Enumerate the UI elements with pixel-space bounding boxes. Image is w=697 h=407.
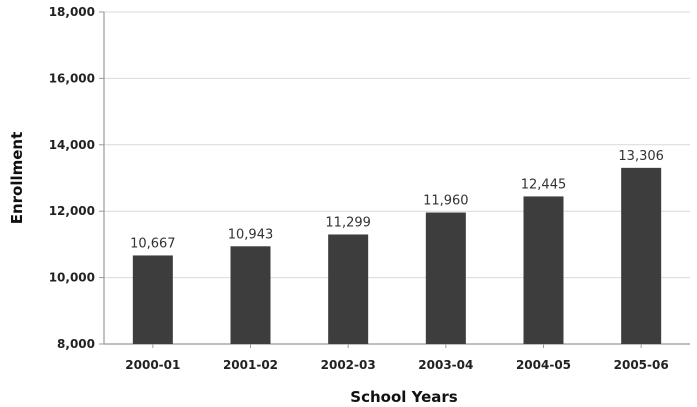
bar-2002-03 — [328, 234, 369, 344]
y-tick-label: 16,000 — [49, 71, 95, 85]
data-label-2004-05: 12,445 — [521, 177, 567, 192]
data-label-2002-03: 11,299 — [325, 215, 371, 230]
x-tick-label-2003-04: 2003-04 — [418, 358, 473, 372]
x-tick-label-2005-06: 2005-06 — [614, 358, 669, 372]
y-axis-title: Enrollment — [8, 132, 26, 225]
data-label-2001-02: 10,943 — [228, 227, 274, 242]
data-label-2000-01: 10,667 — [130, 236, 176, 251]
axes — [103, 12, 690, 345]
bar-2001-02 — [230, 246, 271, 344]
y-tick-label: 14,000 — [49, 138, 95, 152]
x-tick-label-2000-01: 2000-01 — [125, 358, 180, 372]
data-labels: 10,667 10,943 11,299 11,960 12,445 13,306 — [130, 149, 664, 252]
x-axis-ticks: 2000-01 2001-02 2002-03 2003-04 2004-05 2005-… — [125, 344, 669, 372]
bars — [132, 167, 662, 344]
y-tick-label: 8,000 — [57, 337, 95, 351]
x-tick-label-2004-05: 2004-05 — [516, 358, 571, 372]
bar-2005-06 — [621, 167, 662, 344]
y-tick-label: 12,000 — [49, 204, 95, 218]
gridlines — [104, 11, 690, 279]
y-axis-ticks: 8,000 10,000 12,000 14,000 16,000 18,000 — [49, 5, 104, 351]
data-label-2005-06: 13,306 — [618, 149, 664, 164]
x-tick-label-2002-03: 2002-03 — [321, 358, 376, 372]
x-axis-title: School Years — [350, 388, 458, 406]
bar-2000-01 — [132, 255, 173, 344]
y-tick-label: 18,000 — [49, 5, 95, 19]
bar-2004-05 — [523, 196, 564, 344]
bar-2003-04 — [425, 212, 466, 344]
y-tick-label: 10,000 — [49, 271, 95, 285]
data-label-2003-04: 11,960 — [423, 194, 469, 209]
x-tick-label-2001-02: 2001-02 — [223, 358, 278, 372]
